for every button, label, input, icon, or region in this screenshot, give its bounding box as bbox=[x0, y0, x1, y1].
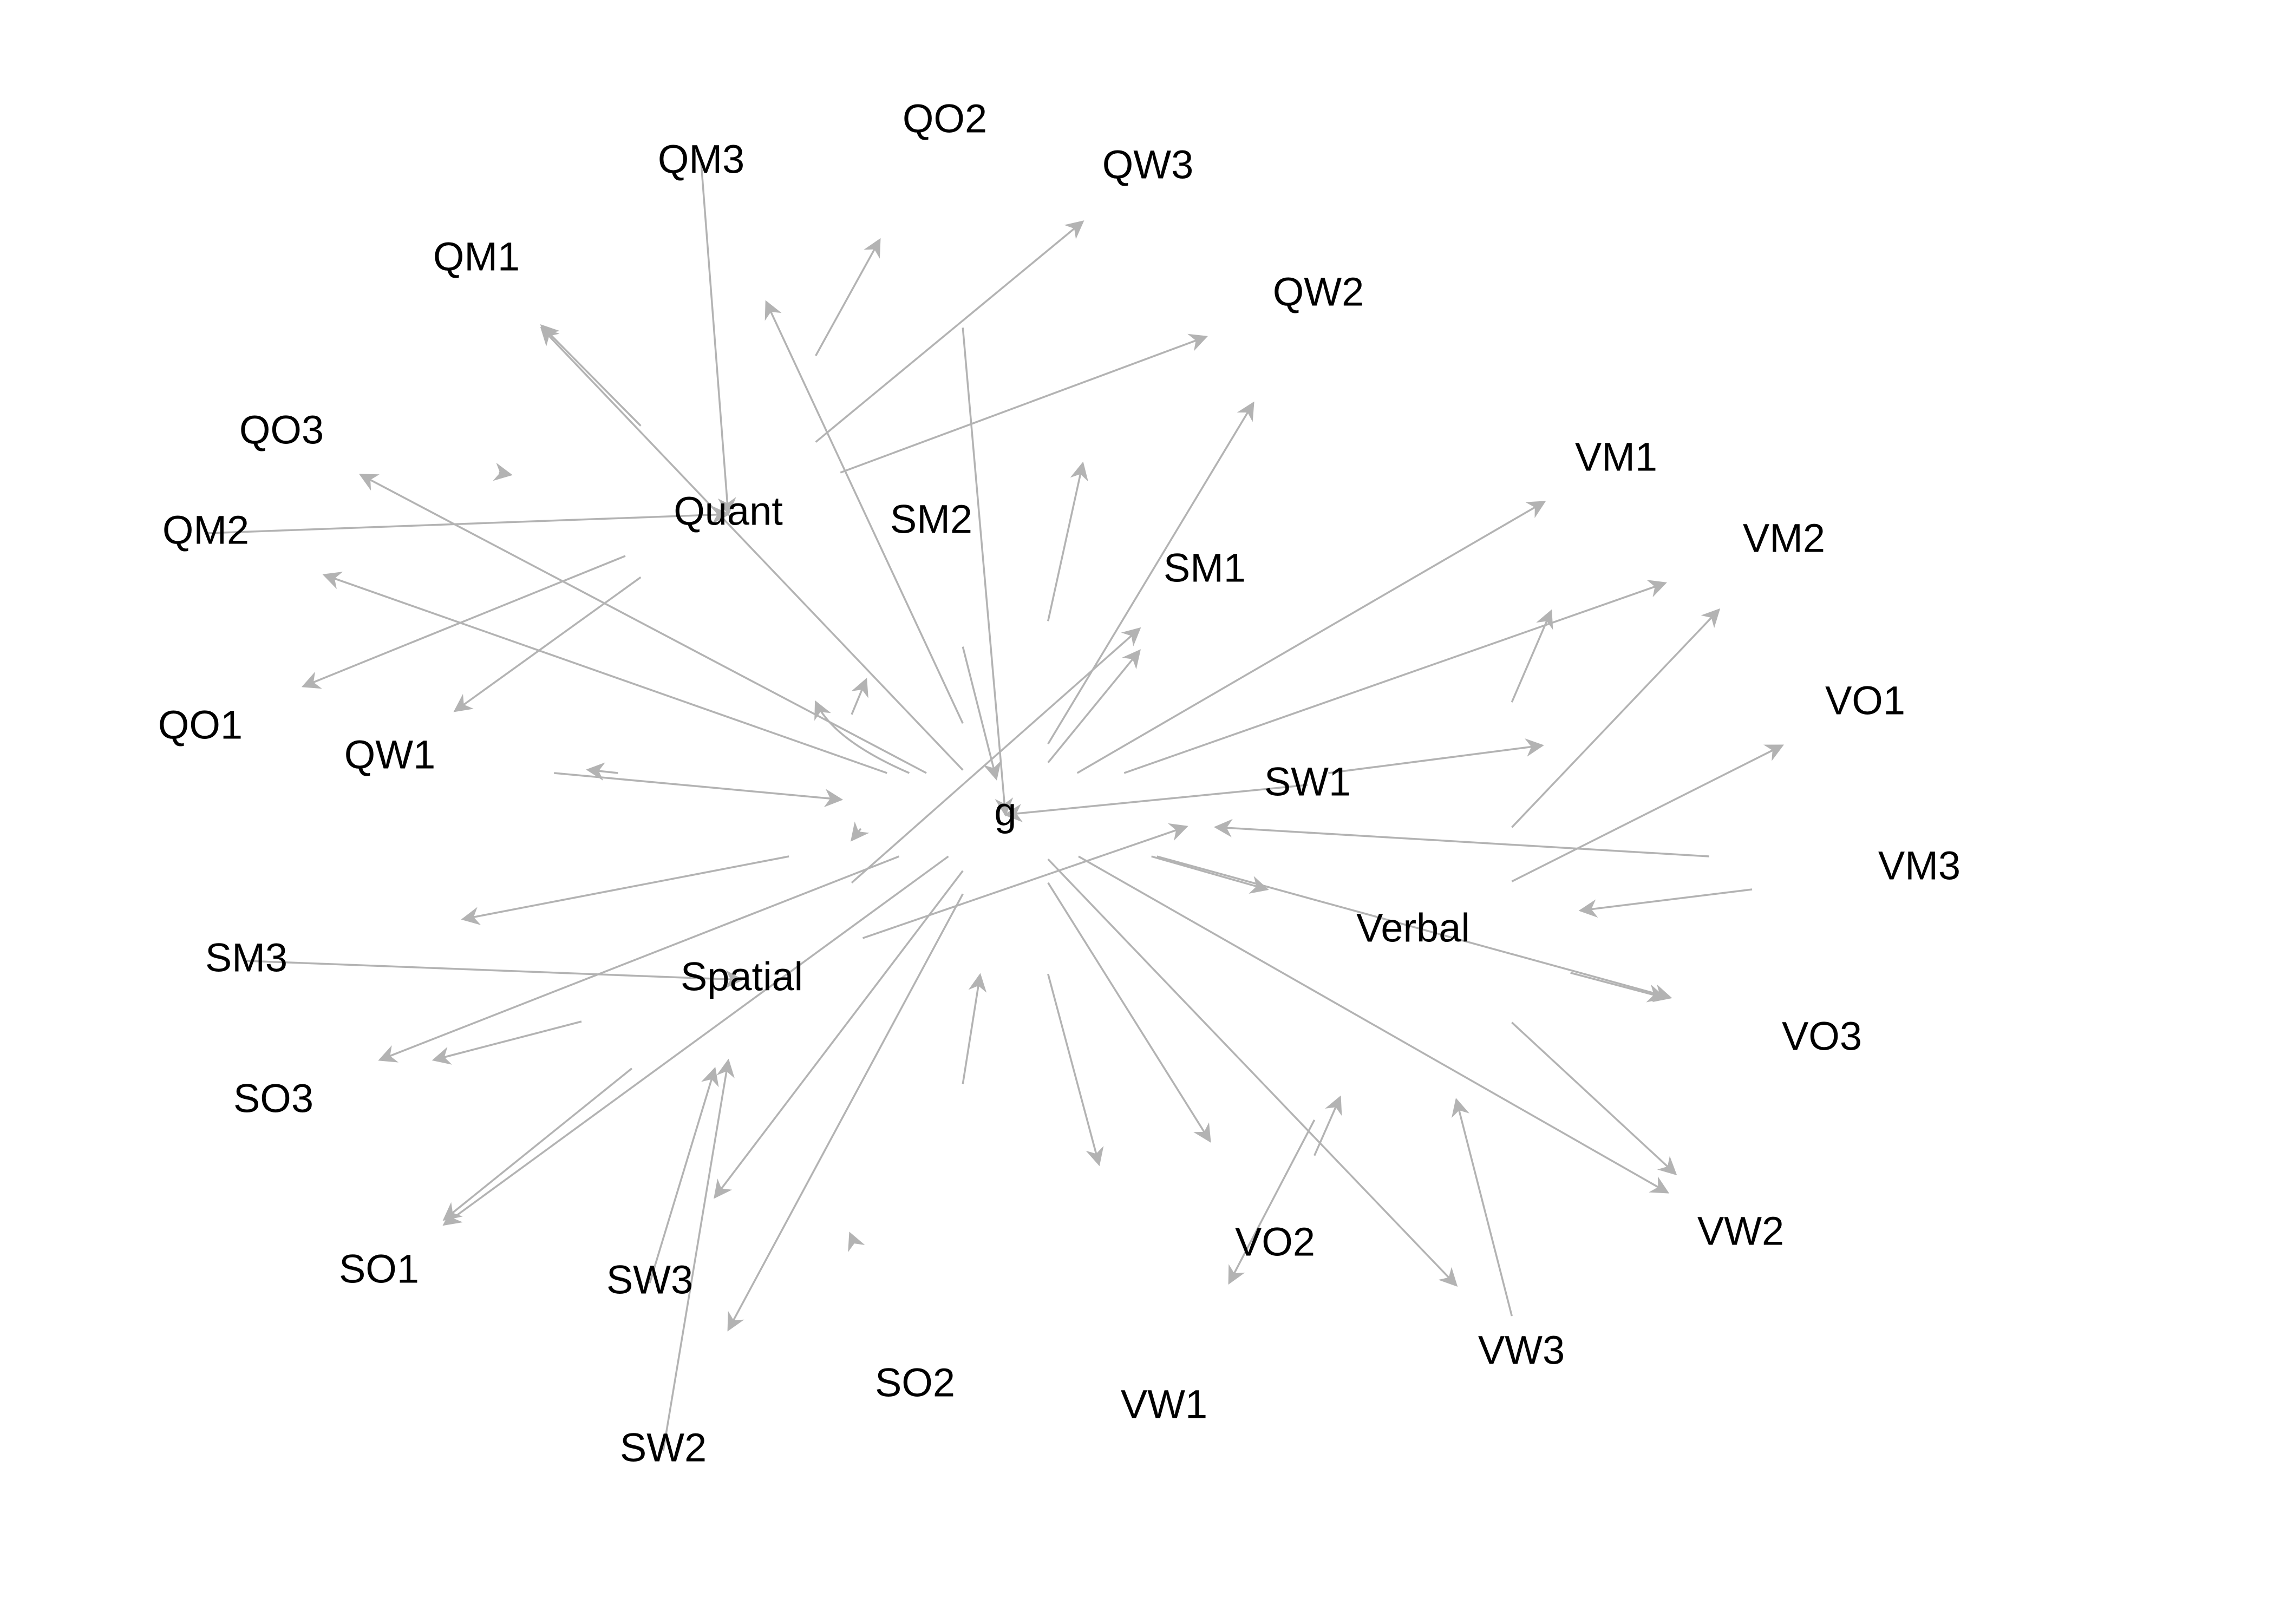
node-VM1: VM1 bbox=[1575, 435, 1657, 480]
edge bbox=[1124, 583, 1665, 773]
edge bbox=[1512, 745, 1782, 881]
edge bbox=[541, 325, 641, 425]
edge bbox=[455, 577, 641, 711]
edge bbox=[852, 679, 866, 715]
node-Verbal: Verbal bbox=[1356, 906, 1470, 951]
edge bbox=[1152, 856, 1267, 889]
node-Quant: Quant bbox=[674, 489, 783, 534]
edge bbox=[434, 1021, 581, 1060]
node-SM3: SM3 bbox=[205, 935, 287, 980]
edge bbox=[1512, 610, 1719, 827]
node-Spatial: Spatial bbox=[681, 954, 803, 999]
node-SO3: SO3 bbox=[233, 1076, 313, 1121]
node-QO2: QO2 bbox=[903, 96, 987, 141]
edge bbox=[444, 856, 948, 1224]
node-VM3: VM3 bbox=[1878, 843, 1961, 888]
edge bbox=[499, 473, 511, 475]
node-SW1: SW1 bbox=[1264, 759, 1351, 804]
node-VO1: VO1 bbox=[1825, 678, 1905, 723]
node-QO1: QO1 bbox=[158, 703, 243, 748]
edge bbox=[1571, 973, 1665, 998]
edge bbox=[1048, 974, 1099, 1164]
node-VW2: VW2 bbox=[1697, 1209, 1784, 1254]
edge bbox=[554, 773, 841, 800]
edge bbox=[1048, 463, 1083, 621]
edge bbox=[361, 475, 926, 773]
node-SO1: SO1 bbox=[339, 1247, 419, 1292]
edge bbox=[303, 556, 625, 686]
edge bbox=[1456, 1099, 1512, 1316]
edge bbox=[1512, 611, 1551, 702]
node-VO3: VO3 bbox=[1782, 1014, 1862, 1059]
edge bbox=[1328, 745, 1542, 773]
node-SO2: SO2 bbox=[875, 1360, 955, 1405]
edge bbox=[380, 856, 899, 1060]
edge bbox=[840, 337, 1206, 473]
labels-layer: g Quant Spatial Verbal QO2 QM3 QW3 QM1 QW2 QO3 QM2… bbox=[158, 96, 1961, 1470]
edge bbox=[816, 702, 910, 773]
edge bbox=[588, 770, 618, 773]
edge bbox=[1216, 827, 1709, 856]
node-SM1: SM1 bbox=[1164, 546, 1246, 591]
edge bbox=[650, 1069, 715, 1283]
node-QM3: QM3 bbox=[658, 137, 744, 182]
edge bbox=[1048, 883, 1210, 1142]
edge bbox=[1580, 889, 1752, 911]
edge bbox=[963, 328, 1005, 815]
edge bbox=[1315, 1097, 1340, 1156]
edge bbox=[963, 975, 980, 1084]
edge bbox=[701, 162, 728, 514]
node-VO2: VO2 bbox=[1235, 1220, 1315, 1265]
node-QW3: QW3 bbox=[1102, 142, 1194, 187]
node-QM2: QM2 bbox=[162, 508, 249, 553]
node-QW2: QW2 bbox=[1273, 270, 1364, 315]
node-SM2: SM2 bbox=[890, 497, 972, 542]
edge bbox=[541, 328, 963, 770]
node-VM2: VM2 bbox=[1743, 516, 1825, 561]
node-g: g bbox=[994, 789, 1016, 834]
edge bbox=[463, 856, 789, 919]
edge bbox=[663, 1060, 728, 1451]
edge bbox=[1077, 502, 1545, 773]
node-VW1: VW1 bbox=[1121, 1382, 1207, 1427]
edge bbox=[816, 221, 1083, 442]
edge bbox=[816, 240, 880, 356]
node-VW3: VW3 bbox=[1478, 1328, 1565, 1373]
edge bbox=[1005, 785, 1308, 815]
edge bbox=[852, 829, 861, 840]
node-QM1: QM1 bbox=[433, 234, 520, 279]
edge bbox=[850, 1233, 852, 1237]
edge bbox=[715, 871, 963, 1197]
node-SW3: SW3 bbox=[606, 1258, 693, 1302]
edge bbox=[444, 1069, 632, 1220]
node-QO3: QO3 bbox=[239, 408, 324, 453]
network-diagram: g Quant Spatial Verbal QO2 QM3 QW3 QM1 QW2 QO3 QM2… bbox=[0, 0, 2274, 1624]
node-QW1: QW1 bbox=[344, 732, 436, 777]
edge bbox=[246, 961, 742, 980]
node-SW2: SW2 bbox=[620, 1425, 707, 1470]
